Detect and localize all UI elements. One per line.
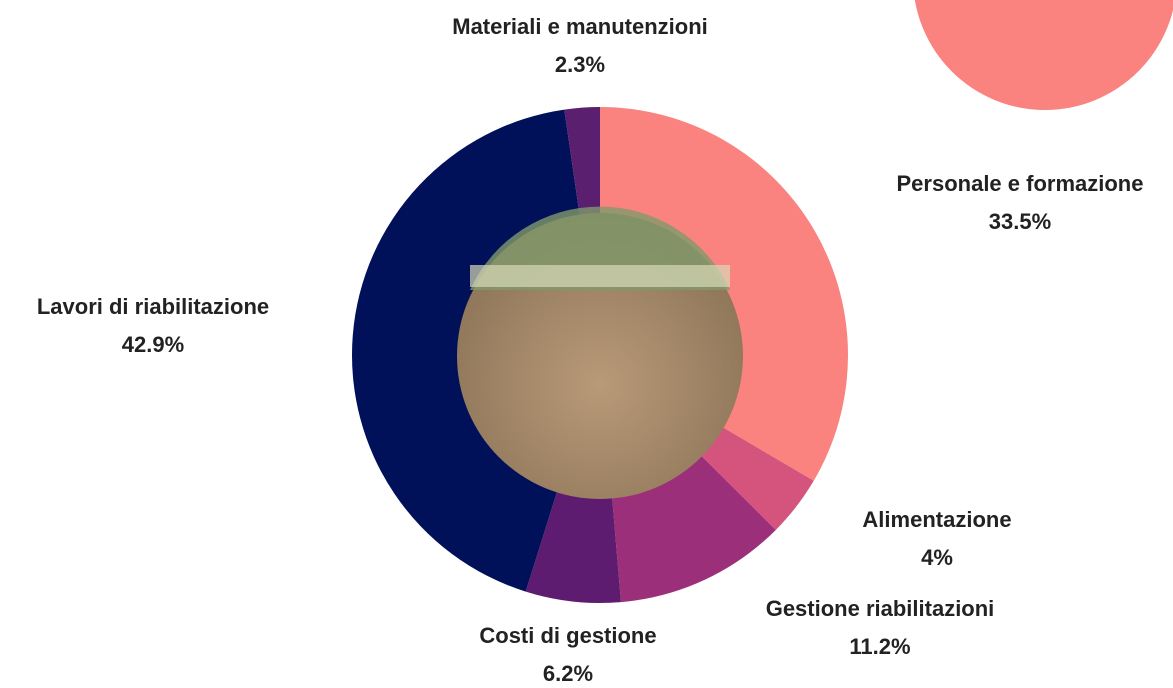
- slice: [564, 107, 600, 217]
- slice-label: Lavori di riabilitazione: [37, 294, 269, 319]
- value-label: 42.9%: [122, 332, 184, 357]
- value-label: 2.3%: [555, 52, 605, 77]
- slice: [611, 453, 776, 603]
- value-label: 33.5%: [989, 209, 1051, 234]
- value-label: 4%: [921, 545, 953, 570]
- slice: [600, 107, 848, 481]
- slice-label: Gestione riabilitazioni: [766, 596, 995, 621]
- slice-label: Materiali e manutenzioni: [452, 14, 708, 39]
- labels: Personale e formazione 33.5% Alimentazione…: [37, 14, 1144, 686]
- slice-label: Personale e formazione: [897, 171, 1144, 196]
- slice-label: Costi di gestione: [479, 623, 656, 648]
- value-label: 6.2%: [543, 661, 593, 686]
- slice: [699, 426, 814, 530]
- decor-circle: [914, 0, 1173, 110]
- slice-label: Alimentazione: [862, 507, 1011, 532]
- photo: [457, 206, 743, 499]
- slice: [525, 488, 621, 603]
- value-label: 11.2%: [849, 634, 910, 659]
